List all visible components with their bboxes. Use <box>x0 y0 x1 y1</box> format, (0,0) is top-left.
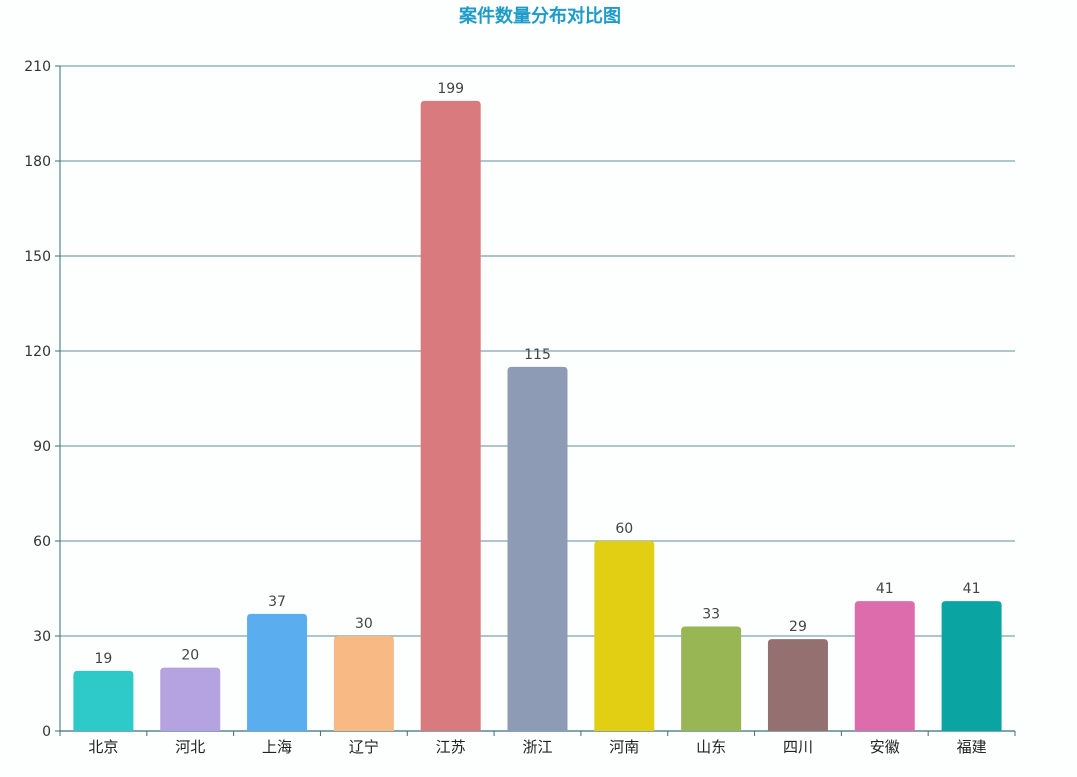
y-tick-label: 150 <box>24 249 51 265</box>
x-tick-label: 浙江 <box>522 738 552 756</box>
data-label: 30 <box>355 616 373 632</box>
x-tick-label: 辽宁 <box>349 738 379 756</box>
x-tick-label: 四川 <box>783 738 813 756</box>
y-tick-label: 90 <box>33 439 51 455</box>
data-label: 20 <box>181 648 199 664</box>
bar-上海 <box>247 613 308 731</box>
labels: 0 30 60 90 120 150 180 210 19 北京 20 河北 37 上海 30 辽宁 199 江苏… <box>24 59 986 756</box>
x-tick-label: 山东 <box>696 738 726 756</box>
data-label: 115 <box>524 347 551 363</box>
data-label: 60 <box>615 521 633 537</box>
y-tick-label: 30 <box>33 629 51 645</box>
data-label: 199 <box>437 81 464 97</box>
bar-江苏 <box>420 100 481 732</box>
y-tick-label: 120 <box>24 344 51 360</box>
data-label: 37 <box>268 594 286 610</box>
bar-辽宁 <box>333 636 394 731</box>
data-label: 29 <box>789 619 807 635</box>
bar-山东 <box>681 626 742 731</box>
data-label: 41 <box>963 581 981 597</box>
bar-安徽 <box>854 601 915 731</box>
bar-北京 <box>73 670 134 731</box>
x-tick-label: 河北 <box>175 738 205 756</box>
bar-河北 <box>160 667 221 731</box>
y-tick-label: 0 <box>42 724 51 740</box>
bar-四川 <box>767 639 828 731</box>
data-label: 33 <box>702 607 720 623</box>
bars <box>73 100 1002 732</box>
y-tick-label: 210 <box>24 59 51 75</box>
bar-福建 <box>941 601 1002 731</box>
y-tick-label: 60 <box>33 534 51 550</box>
x-tick-label: 河南 <box>609 738 639 756</box>
chart-title: 案件数量分布对比图 <box>458 5 621 27</box>
y-tick-label: 180 <box>24 154 51 170</box>
bar-浙江 <box>507 366 568 731</box>
data-label: 19 <box>94 651 112 667</box>
x-tick-label: 上海 <box>262 738 292 756</box>
x-tick-label: 福建 <box>957 738 987 756</box>
x-tick-label: 安徽 <box>870 738 900 756</box>
x-tick-label: 北京 <box>88 738 118 756</box>
x-tick-label: 江苏 <box>436 738 466 756</box>
bar-河南 <box>594 541 655 731</box>
data-label: 41 <box>876 581 894 597</box>
